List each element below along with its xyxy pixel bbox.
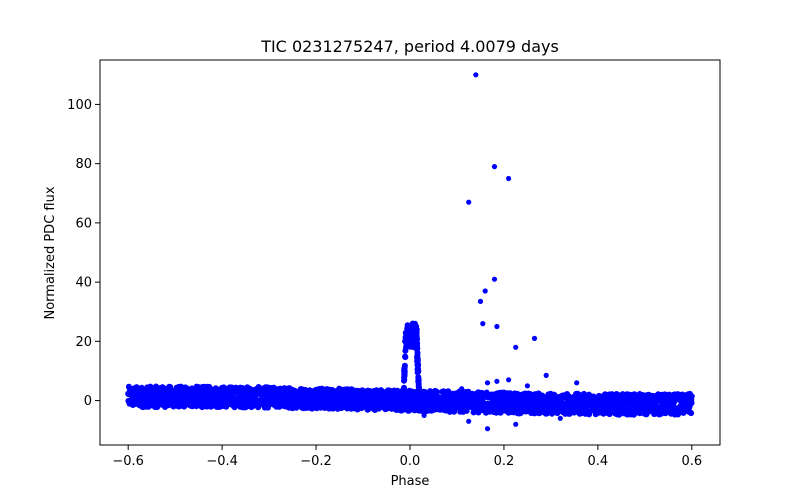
y-tick-label: 0	[84, 394, 92, 409]
y-tick-label: 80	[75, 157, 92, 172]
transit-point	[408, 338, 415, 345]
outlier-point	[484, 380, 491, 386]
transit-point	[406, 323, 413, 330]
x-tick-label: 0.0	[400, 454, 421, 469]
x-tick-label: −0.2	[300, 454, 332, 469]
outlier-point	[466, 418, 472, 424]
transit-point	[401, 366, 408, 373]
transit-point	[411, 332, 418, 339]
transit-point	[400, 395, 407, 402]
transit-point	[402, 354, 409, 361]
transit-point	[414, 358, 421, 365]
transit-point	[416, 401, 423, 407]
outlier-point	[491, 276, 498, 282]
outlier-point	[557, 415, 563, 421]
outlier-point	[484, 426, 491, 432]
outlier-point	[543, 372, 549, 378]
band-point	[540, 393, 547, 400]
transit-point	[401, 371, 408, 378]
x-tick-label: −0.6	[112, 454, 144, 469]
y-tick-label: 60	[75, 216, 92, 231]
outlier-point	[513, 344, 519, 350]
outlier-point	[477, 298, 484, 304]
transit-point	[415, 378, 422, 385]
y-axis-ticks: 0 20 40 60 80 100	[67, 98, 100, 409]
band-point	[688, 410, 695, 417]
transit-point	[416, 405, 422, 412]
outlier-point	[421, 412, 427, 418]
y-tick-label: 100	[67, 98, 92, 113]
outlier-point	[491, 164, 498, 170]
transit-point	[414, 353, 421, 360]
x-tick-label: −0.4	[206, 454, 238, 469]
outlier-point	[513, 421, 519, 427]
x-tick-label: 0.6	[681, 454, 702, 469]
band-point	[688, 393, 695, 400]
outlier-point	[531, 335, 538, 341]
outlier-point	[473, 72, 479, 78]
outlier-point	[524, 383, 531, 389]
x-axis-label: Phase	[391, 474, 430, 489]
transit-point	[410, 344, 417, 351]
transit-point	[402, 336, 409, 342]
y-tick-label: 40	[75, 276, 92, 291]
transit-point	[415, 368, 422, 375]
chart-title: TIC 0231275247, period 4.0079 days	[260, 37, 559, 56]
band-point	[463, 407, 470, 414]
outlier-point	[506, 377, 512, 383]
band-point	[688, 400, 695, 406]
x-axis-ticks: −0.6 −0.4 −0.2 0.0 0.2 0.4 0.6	[112, 445, 702, 469]
transit-point	[403, 344, 409, 351]
y-tick-label: 20	[75, 335, 92, 350]
data-points	[125, 72, 695, 432]
y-axis-label: Normalized PDC flux	[43, 186, 58, 319]
outlier-point	[466, 199, 472, 205]
outlier-point	[482, 288, 488, 294]
band-point	[434, 389, 441, 395]
outlier-point	[480, 321, 486, 327]
transit-point	[400, 404, 407, 411]
transit-point	[401, 384, 407, 391]
x-tick-label: 0.2	[494, 454, 515, 469]
transit-point	[415, 388, 422, 395]
x-tick-label: 0.4	[588, 454, 609, 469]
outlier-point	[574, 380, 580, 386]
outlier-point	[506, 175, 512, 182]
outlier-point	[494, 323, 500, 330]
outlier-point	[494, 378, 500, 384]
outlier-point	[459, 386, 465, 392]
transit-point	[406, 331, 413, 338]
